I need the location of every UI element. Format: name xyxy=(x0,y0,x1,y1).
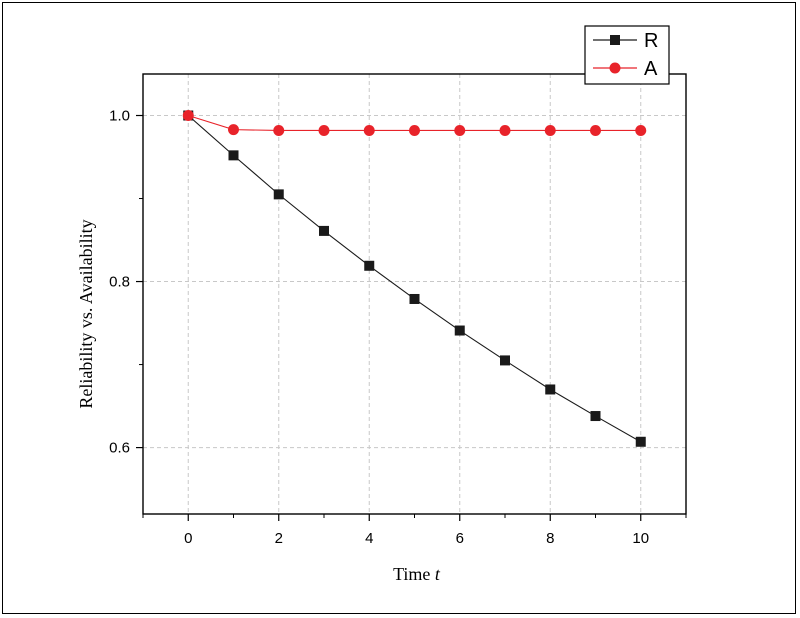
data-point-R xyxy=(409,293,420,304)
data-point-R xyxy=(454,325,465,336)
axis-ticks: 0 2 4 6 8 10 0.6 0.8 1.0 xyxy=(109,108,687,547)
y-tick-label: 1.0 xyxy=(109,108,130,125)
data-point-A xyxy=(228,124,239,136)
data-point-A xyxy=(318,124,330,136)
data-point-A xyxy=(590,124,601,136)
data-point-A xyxy=(635,124,647,136)
legend-marker-A xyxy=(609,62,621,74)
data-point-R xyxy=(364,260,375,271)
data-point-A xyxy=(363,124,375,136)
data-point-R xyxy=(500,355,510,366)
data-point-R xyxy=(319,225,329,236)
legend-box xyxy=(584,25,670,85)
data-point-R xyxy=(590,411,601,422)
x-tick-label: 10 xyxy=(632,530,649,547)
data-point-A xyxy=(544,124,556,136)
y-tick-label: 0.8 xyxy=(109,274,130,291)
x-tick-label: 6 xyxy=(456,530,464,547)
x-tick-label: 2 xyxy=(275,530,283,547)
data-point-A xyxy=(499,124,511,136)
x-tick-label: 0 xyxy=(184,530,192,547)
legend-label-R: R xyxy=(644,30,658,52)
data-point-R xyxy=(635,436,646,447)
y-axis-label: Reliability vs. Availability xyxy=(76,219,96,408)
x-axis-label: Time t xyxy=(393,564,441,584)
data-point-A xyxy=(454,124,466,136)
data-point-A xyxy=(273,124,285,136)
data-point-R xyxy=(273,189,284,200)
y-tick-label: 0.6 xyxy=(109,440,130,457)
x-tick-label: 4 xyxy=(365,530,373,547)
data-point-R xyxy=(228,150,239,161)
data-point-R xyxy=(545,384,556,395)
x-tick-label: 8 xyxy=(546,530,554,547)
data-point-A xyxy=(182,110,194,122)
legend-label-A: A xyxy=(644,58,658,80)
series-group xyxy=(182,110,647,447)
x-axis-label-var: t xyxy=(435,564,441,584)
legend: RA xyxy=(584,25,670,85)
series-line-R xyxy=(187,115,642,443)
data-point-A xyxy=(409,124,420,136)
legend-marker-R xyxy=(610,35,620,45)
x-axis-label-main: Time xyxy=(393,564,435,584)
